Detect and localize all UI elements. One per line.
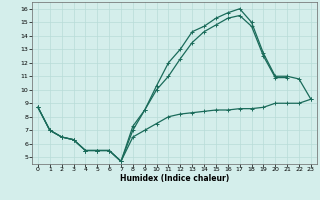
X-axis label: Humidex (Indice chaleur): Humidex (Indice chaleur) [120, 174, 229, 183]
